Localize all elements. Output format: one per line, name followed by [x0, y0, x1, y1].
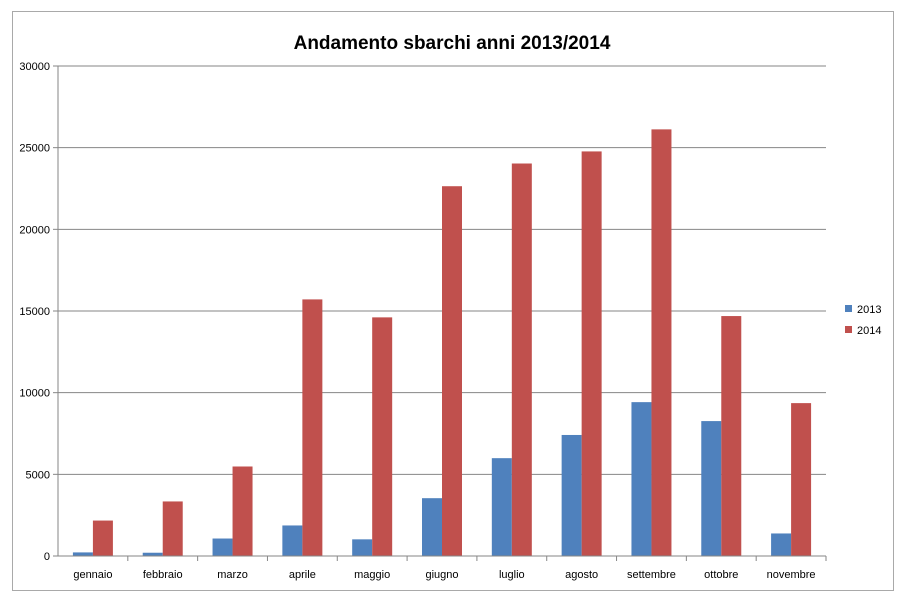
x-tick-label: giugno: [425, 569, 458, 581]
bar-2014-luglio: [511, 163, 532, 556]
bar-2014-giugno: [442, 186, 462, 557]
bar-2013-marzo: [212, 538, 233, 556]
legend-label-2014: 2014: [857, 325, 881, 337]
y-tick-label: 15000: [19, 306, 50, 318]
bar-2013-settembre: [631, 402, 652, 556]
y-tick-label: 20000: [19, 224, 50, 236]
bar-2013-giugno: [422, 498, 442, 556]
gridlines: [58, 65, 826, 475]
bar-2013-novembre: [771, 533, 792, 556]
bar-2014-gennaio: [92, 520, 113, 556]
bar-2013-gennaio: [72, 552, 93, 556]
bars: [72, 129, 812, 557]
bar-2014-ottobre: [721, 316, 742, 556]
bar-2014-marzo: [232, 466, 253, 556]
bar-2014-agosto: [581, 151, 602, 556]
y-axis-ticks: 0 5000 10000 15000 20000 25000 30000: [19, 61, 58, 563]
x-tick-label: ottobre: [704, 569, 738, 581]
bar-2013-luglio: [491, 458, 512, 556]
y-tick-label: 30000: [19, 61, 50, 73]
legend-swatch-2014: [845, 326, 852, 333]
x-tick-label: marzo: [217, 569, 248, 581]
x-tick-label: maggio: [354, 569, 390, 581]
x-tick-label: gennaio: [73, 569, 112, 581]
bar-2014-aprile: [302, 299, 323, 556]
bar-2013-febbraio: [142, 552, 163, 556]
axes: [57, 66, 826, 557]
x-tick-label: agosto: [565, 569, 598, 581]
legend: 2013 2014: [845, 304, 881, 337]
y-tick-label: 5000: [26, 469, 50, 481]
y-tick-label: 10000: [19, 388, 50, 400]
bar-2014-febbraio: [162, 501, 183, 556]
x-tick-label: febbraio: [143, 569, 183, 581]
bar-2014-novembre: [791, 403, 812, 556]
x-axis-ticks: gennaio febbraio marzo aprile maggio giugno lu…: [73, 556, 827, 581]
legend-label-2013: 2013: [857, 304, 881, 316]
legend-swatch-2013: [845, 305, 852, 312]
bar-2013-maggio: [352, 539, 373, 556]
y-tick-label: 0: [44, 551, 50, 563]
x-tick-label: aprile: [289, 569, 316, 581]
x-tick-label: settembre: [627, 569, 676, 581]
bar-2013-ottobre: [701, 421, 722, 556]
bar-2014-maggio: [372, 317, 393, 556]
bar-2013-aprile: [282, 525, 303, 556]
bar-2013-agosto: [561, 434, 582, 556]
x-tick-label: luglio: [499, 569, 525, 581]
bar-2014-settembre: [651, 129, 672, 556]
x-tick-label: novembre: [767, 569, 816, 581]
y-tick-label: 25000: [19, 143, 50, 155]
chart-title: Andamento sbarchi anni 2013/2014: [294, 33, 611, 54]
